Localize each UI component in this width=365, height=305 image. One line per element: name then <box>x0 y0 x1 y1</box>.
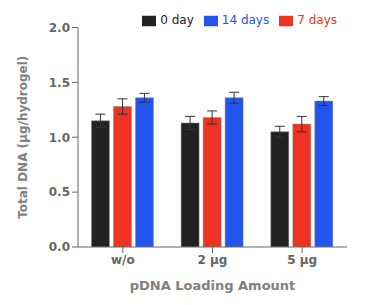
svg-text:1.0: 1.0 <box>49 131 70 145</box>
svg-text:2.0: 2.0 <box>49 21 70 35</box>
svg-text:0.5: 0.5 <box>49 185 70 199</box>
svg-text:1.5: 1.5 <box>49 76 70 90</box>
html-text:14 days: 14 days <box>221 13 270 27</box>
svg-text:0.0: 0.0 <box>49 240 70 254</box>
svg-text:pDNA Loading Amount: pDNA Loading Amount <box>130 278 296 293</box>
html-text:0 day: 0 day <box>160 13 194 27</box>
svg-text:Total DNA (μg/hydrogel): Total DNA (μg/hydrogel) <box>16 56 30 219</box>
svg-text:2 μg: 2 μg <box>198 253 228 267</box>
svg-text:w/o: w/o <box>111 253 135 267</box>
html-text:7 days: 7 days <box>297 13 337 27</box>
svg-text:5 μg: 5 μg <box>287 253 317 267</box>
